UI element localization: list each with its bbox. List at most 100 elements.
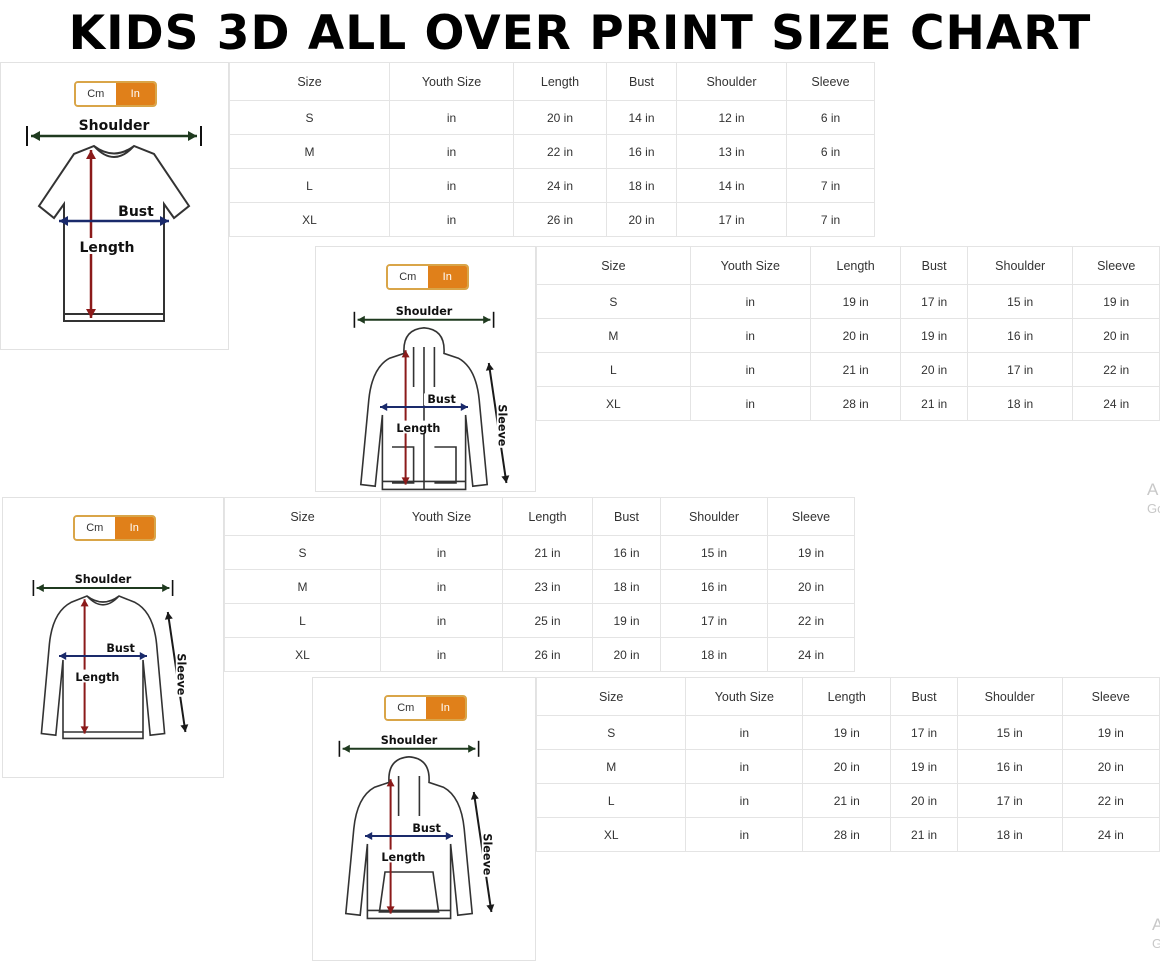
table-cell: S	[535, 715, 687, 750]
table-cell: 15 in	[660, 535, 768, 570]
shoulder-arrow-head	[188, 131, 197, 141]
length-arrow-head	[86, 309, 96, 318]
table-cell: 6 in	[786, 100, 875, 135]
table-cell: 13 in	[676, 134, 787, 169]
table-cell: 24 in	[767, 637, 855, 672]
measure-label-sleeve: Sleeve	[496, 404, 509, 446]
table-cell: 12 in	[676, 100, 787, 135]
table-cell: 19 in	[890, 749, 958, 784]
table-cell: 17 in	[676, 202, 787, 237]
unit-in-option[interactable]: In	[427, 266, 467, 288]
column-header: Sleeve	[1072, 246, 1160, 285]
table-row: XL in 28 in 21 in 18 in 24 in	[535, 817, 1160, 852]
measure-label-bust: Bust	[412, 822, 441, 835]
table-row: XL in 26 in 20 in 18 in 24 in	[224, 637, 855, 672]
unit-in-option[interactable]: In	[115, 83, 155, 105]
table-cell: in	[685, 783, 804, 818]
unit-cm-option[interactable]: Cm	[76, 83, 116, 105]
table-cell: 24 in	[1061, 817, 1160, 852]
column-header: Length	[502, 497, 593, 536]
watermark-line: G	[1152, 936, 1160, 951]
table-cell: 15 in	[966, 284, 1074, 319]
column-header: Length	[513, 62, 607, 101]
shoulder-arrow-head	[36, 584, 44, 592]
unit-in-option[interactable]: In	[425, 697, 465, 719]
length-arrow-head	[386, 906, 395, 914]
table-cell: 20 in	[767, 569, 855, 604]
table-cell: 18 in	[966, 386, 1074, 421]
table-cell: in	[389, 134, 514, 169]
bust-arrow-head	[139, 652, 147, 660]
unit-cm-option[interactable]: Cm	[386, 697, 426, 719]
table-cell: 22 in	[513, 134, 607, 169]
table-cell: 19 in	[1072, 284, 1160, 319]
column-header: Sleeve	[767, 497, 855, 536]
length-arrow-head	[80, 599, 89, 607]
table-cell: M	[224, 569, 381, 604]
measure-label-shoulder: Shoulder	[381, 734, 438, 747]
unit-toggle[interactable]: Cm In	[384, 695, 467, 721]
table-cell: L	[536, 352, 691, 387]
table-cell: 21 in	[900, 386, 968, 421]
table-cell: 19 in	[1061, 715, 1160, 750]
table-cell: 20 in	[513, 100, 607, 135]
hoodie-measurement-diagram: Cm In Shoulder Bust Length Sleeve	[312, 677, 536, 961]
column-header: Bust	[890, 677, 958, 716]
table-cell: S	[229, 100, 390, 135]
unit-cm-option[interactable]: Cm	[388, 266, 428, 288]
column-header: Size	[224, 497, 381, 536]
table-cell: in	[685, 817, 804, 852]
faded-watermark-text: A G	[1152, 915, 1160, 953]
sleeve-arrow-head	[164, 612, 173, 620]
table-cell: 23 in	[502, 569, 593, 604]
unit-toggle[interactable]: Cm In	[74, 81, 157, 107]
unit-toggle[interactable]: Cm In	[386, 264, 469, 290]
sleeve-arrow-head	[485, 363, 494, 371]
shoulder-arrow-head	[342, 744, 350, 753]
table-header-row: Size Youth Size Length Bust Shoulder Sleeve	[535, 677, 1160, 716]
table-cell: 19 in	[767, 535, 855, 570]
table-cell: 22 in	[1072, 352, 1160, 387]
column-header: Bust	[606, 62, 677, 101]
table-cell: 17 in	[660, 603, 768, 638]
measure-label-shoulder: Shoulder	[396, 305, 453, 318]
bust-arrow-head	[460, 403, 468, 411]
table-cell: in	[389, 168, 514, 203]
length-arrow-head	[401, 350, 410, 358]
bust-arrow-head	[380, 403, 388, 411]
measure-label-bust: Bust	[106, 642, 135, 655]
measure-label-shoulder: Shoulder	[79, 118, 150, 134]
unit-toggle[interactable]: Cm In	[73, 515, 156, 541]
table-cell: in	[380, 603, 503, 638]
hoodie-outline-icon	[344, 755, 474, 920]
table-cell: in	[389, 100, 514, 135]
bust-arrow-head	[59, 652, 67, 660]
table-cell: XL	[224, 637, 381, 672]
zip-hoodie-measurement-diagram: Cm In Shoulder Bust Length Sleeve	[315, 246, 536, 492]
table-cell: 20 in	[1061, 749, 1160, 784]
table-cell: 20 in	[802, 749, 892, 784]
length-arrow-head	[386, 779, 395, 787]
watermark-line: A	[1147, 480, 1159, 499]
table-cell: 18 in	[606, 168, 677, 203]
table-cell: 7 in	[786, 202, 875, 237]
measure-label-length: Length	[75, 671, 119, 684]
table-cell: L	[535, 783, 687, 818]
table-cell: S	[536, 284, 691, 319]
table-cell: L	[224, 603, 381, 638]
unit-in-option[interactable]: In	[114, 517, 154, 539]
length-arrow-head	[80, 726, 89, 734]
column-header: Youth Size	[389, 62, 514, 101]
measure-label-length: Length	[381, 851, 425, 864]
table-cell: L	[229, 168, 390, 203]
unit-cm-option[interactable]: Cm	[75, 517, 115, 539]
column-header: Youth Size	[380, 497, 503, 536]
table-cell: 17 in	[956, 783, 1063, 818]
